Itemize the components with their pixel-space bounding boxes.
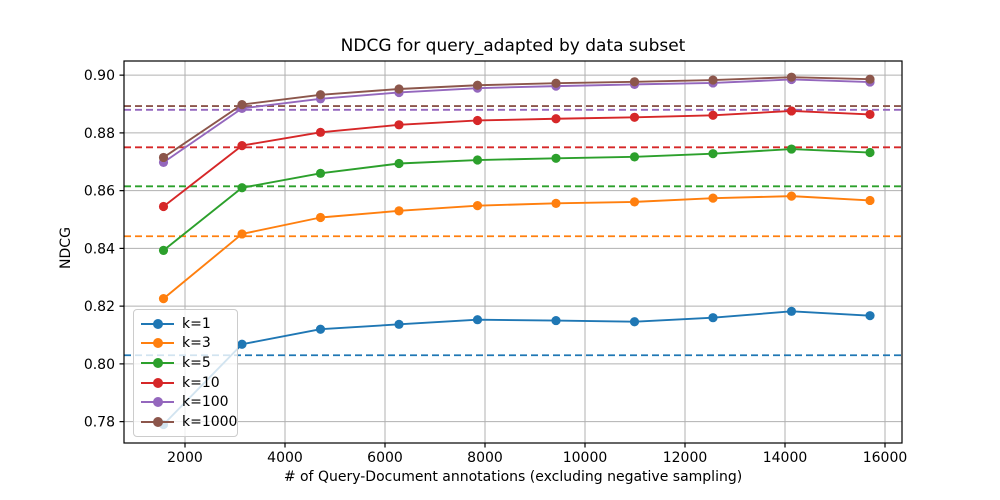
legend-label: k=100 [182,394,229,411]
series-line-k=100 [162,78,871,164]
legend-item-k-5: k=5 [141,354,230,373]
y-tick-label: 0.80 [84,357,115,373]
x-tick-label: 12000 [663,450,708,466]
x-tick-label: 8000 [467,450,503,466]
legend-marker [141,358,174,369]
data-point-k=1000 [315,90,326,100]
y-tick-label: 0.84 [84,241,115,257]
data-point-k=1 [629,317,640,327]
legend-marker [141,377,174,388]
data-point-k=5 [708,149,718,159]
data-point-k=1 [865,311,875,321]
series-line-k=10 [162,110,871,208]
legend-item-k-1000: k=1000 [141,413,237,432]
data-point-k=3 [472,201,483,211]
data-point-k=3 [551,198,561,208]
data-point-k=1 [472,315,483,325]
data-point-k=10 [394,120,404,130]
y-tick-label: 0.78 [84,415,115,431]
legend-marker [141,397,174,408]
legend-label: k=5 [182,355,211,372]
data-point-k=1000 [629,77,640,87]
data-point-k=3 [708,193,718,203]
data-point-k=1 [315,324,326,334]
legend-item-k-100: k=100 [141,393,230,412]
data-point-k=5 [865,147,875,158]
data-point-k=1 [786,306,797,316]
data-point-k=5 [786,144,797,154]
data-point-k=3 [315,212,326,223]
legend-item-k-10: k=10 [141,373,230,392]
legend-label: k=10 [182,374,220,391]
x-tick-label: 6000 [367,450,403,466]
legend-marker [141,318,174,329]
data-point-k=5 [315,168,326,178]
plot-border [123,60,903,444]
series-line-k=1 [162,310,871,426]
data-point-k=3 [394,206,404,216]
data-point-k=1000 [472,80,483,90]
x-tick-label: 4000 [267,450,303,466]
data-point-k=1 [237,339,247,349]
data-point-k=10 [708,110,718,120]
legend-label: k=1000 [182,414,238,431]
legend-label: k=1 [182,315,211,332]
data-point-k=5 [472,155,483,165]
x-tick-label: 2000 [167,450,203,466]
x-axis-label: # of Query-Document annotations (excludi… [283,469,743,485]
chart-title: NDCG for query_adapted by data subset [340,36,686,56]
data-point-k=5 [551,153,561,163]
data-point-k=1000 [158,152,169,163]
data-point-k=5 [158,245,169,256]
data-point-k=3 [237,229,247,239]
data-point-k=10 [551,114,561,124]
data-point-k=1000 [786,72,797,82]
x-tick-label: 10000 [563,450,608,466]
data-point-k=1 [394,319,404,329]
y-axis-label: NDCG [58,227,74,269]
data-point-k=5 [629,152,640,162]
y-tick-label: 0.86 [84,184,115,200]
legend: k=1 k=3 k=5 k=10 k=100 k=1000 [133,309,238,437]
data-point-k=10 [629,112,640,122]
data-point-k=3 [629,197,640,207]
y-tick-label: 0.88 [84,126,115,142]
data-point-k=5 [394,158,404,169]
data-point-k=3 [158,294,169,304]
data-point-k=1 [551,315,561,326]
data-point-k=3 [865,195,875,206]
series-line-k=1000 [162,76,871,159]
data-point-k=10 [865,109,875,120]
legend-marker [141,417,174,428]
data-point-k=10 [472,115,483,126]
data-point-k=10 [158,201,169,212]
data-point-k=1000 [708,75,718,85]
legend-item-k-1: k=1 [141,314,230,333]
data-point-k=1000 [865,74,875,84]
data-point-k=5 [237,183,247,193]
data-point-k=1 [708,313,718,323]
y-tick-label: 0.82 [84,299,115,315]
data-point-k=3 [786,191,797,201]
data-point-k=10 [315,127,326,137]
x-tick-label: 14000 [763,450,808,466]
y-tick-label: 0.90 [84,68,115,84]
x-tick-label: 16000 [863,450,908,466]
data-point-k=1000 [394,84,404,94]
data-point-k=10 [237,141,247,151]
series-line-k=3 [162,195,871,300]
data-point-k=1000 [237,99,247,110]
legend-marker [141,338,174,349]
legend-item-k-3: k=3 [141,334,230,353]
series-line-k=5 [162,148,871,252]
legend-label: k=3 [182,335,211,352]
data-point-k=10 [786,106,797,116]
data-point-k=1000 [551,78,561,88]
